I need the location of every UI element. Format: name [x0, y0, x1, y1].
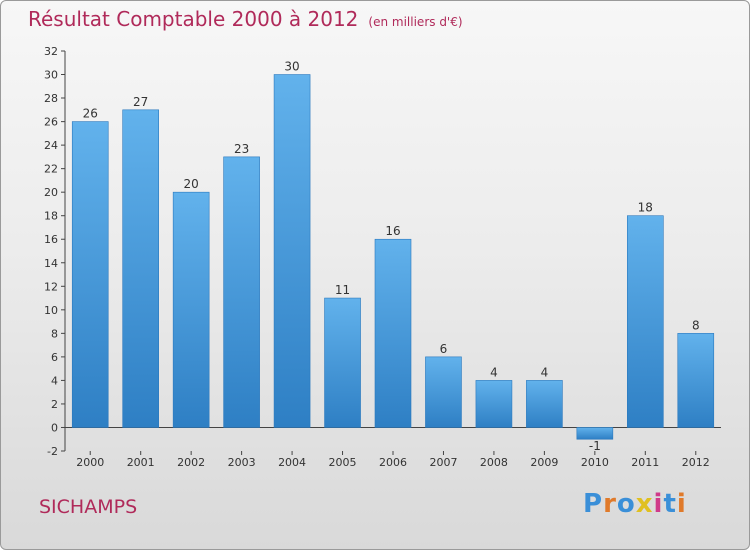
x-tick-label: 2004: [278, 456, 306, 469]
bar: [526, 380, 563, 428]
data-label: 11: [335, 283, 350, 297]
logo-letter: r: [603, 489, 617, 519]
data-label: 6: [440, 342, 448, 356]
bar: [122, 109, 159, 428]
data-label: 8: [692, 318, 700, 332]
x-tick-label: 2003: [228, 456, 256, 469]
y-tick-label: 14: [44, 257, 58, 270]
y-tick-label: 6: [51, 351, 58, 364]
bar: [425, 356, 462, 428]
y-tick-label: 24: [44, 139, 58, 152]
data-label: -1: [589, 439, 601, 453]
bar: [475, 380, 513, 428]
y-tick-label: 16: [44, 233, 58, 246]
logo-letter: i: [676, 489, 687, 519]
y-tick-label: 28: [44, 92, 58, 105]
bar: [71, 121, 109, 428]
data-label: 18: [638, 201, 653, 215]
data-label: 16: [385, 224, 400, 238]
logo-letter: x: [635, 489, 654, 519]
y-tick-label: 10: [44, 304, 58, 317]
y-tick-label: 30: [44, 69, 58, 82]
y-tick-label: 2: [51, 398, 58, 411]
logo-letter: t: [663, 489, 677, 519]
x-tick-label: 2011: [631, 456, 659, 469]
data-label: 20: [184, 177, 199, 191]
chart-subtitle: (en milliers d'€): [368, 15, 463, 29]
logo-letter: P: [583, 489, 604, 519]
x-tick-label: 2009: [530, 456, 558, 469]
bar: [374, 238, 412, 428]
bar: [273, 74, 311, 428]
y-tick-label: 22: [44, 163, 58, 176]
logo-letter: o: [616, 489, 636, 519]
commune-name: SICHAMPS: [39, 496, 138, 518]
data-label: 26: [83, 107, 98, 121]
y-tick-label: 4: [51, 374, 58, 387]
data-label: 4: [541, 365, 549, 379]
y-tick-label: -2: [47, 445, 58, 458]
x-tick-label: 2007: [429, 456, 457, 469]
data-label: 4: [490, 365, 498, 379]
bar: [627, 215, 664, 428]
bar: [677, 333, 715, 428]
data-label: 27: [133, 95, 148, 109]
y-tick-label: 26: [44, 116, 58, 129]
x-tick-label: 2008: [480, 456, 508, 469]
x-tick-label: 2002: [177, 456, 205, 469]
bar: [172, 191, 210, 428]
x-tick-label: 2006: [379, 456, 407, 469]
y-tick-label: 8: [51, 327, 58, 340]
x-tick-label: 2012: [682, 456, 710, 469]
chart-title: Résultat Comptable 2000 à 2012 (en millie…: [28, 7, 463, 31]
y-tick-label: 18: [44, 210, 58, 223]
x-tick-label: 2010: [581, 456, 609, 469]
bar: [223, 156, 260, 428]
logo-letter: i: [653, 489, 664, 519]
x-tick-label: 2000: [76, 456, 104, 469]
data-label: 23: [234, 142, 249, 156]
y-tick-label: 12: [44, 280, 58, 293]
proxiti-logo: Proxiti: [583, 489, 687, 519]
y-tick-label: 0: [51, 421, 58, 434]
y-tick-label: 20: [44, 186, 58, 199]
x-tick-label: 2005: [329, 456, 357, 469]
y-tick-label: 32: [44, 45, 58, 58]
bar: [324, 297, 361, 428]
bar: [576, 427, 614, 440]
x-tick-label: 2001: [127, 456, 155, 469]
data-label: 30: [284, 60, 299, 74]
